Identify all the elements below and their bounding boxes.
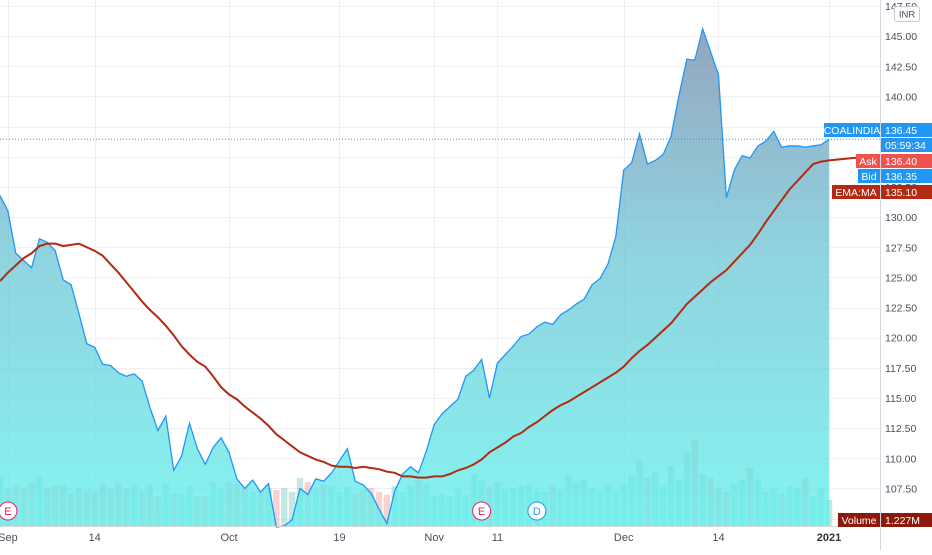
ema-tag-value-bg	[881, 185, 932, 199]
currency-badge-label: INR	[899, 10, 916, 21]
price-area-fill	[0, 28, 829, 528]
x-tick-label: Dec	[614, 532, 634, 544]
volume-bar	[273, 490, 280, 526]
event-marker-letter: E	[4, 506, 11, 518]
volume-bar	[280, 488, 288, 526]
ema-tag-value: 135.10	[885, 187, 917, 199]
ask-tag-value-bg	[881, 154, 932, 168]
ema-line-path	[0, 154, 879, 479]
y-tick-label: 125.00	[885, 272, 917, 284]
y-tick-label: 145.00	[885, 31, 917, 43]
y-tick-label: 110.00	[885, 453, 916, 465]
volume-bar	[288, 492, 296, 526]
event-marker-circle	[0, 501, 18, 521]
volume-tag-value-bg	[881, 513, 932, 527]
volume-tag-label: Volume	[841, 515, 876, 527]
ask-tag-value: 136.40	[885, 156, 917, 168]
symbol-tag-value: 136.45	[885, 125, 917, 137]
event-marker[interactable]: E	[0, 501, 18, 521]
symbol-tag-value-bg	[881, 123, 932, 137]
y-tick-label: 117.50	[885, 363, 916, 375]
price-area	[0, 26, 830, 528]
y-tick-label: 130.00	[885, 212, 917, 224]
bid-tag-label-bg	[858, 169, 880, 183]
symbol-tag-label-bg	[824, 123, 880, 137]
x-tick-label: 14	[712, 532, 724, 544]
y-tick-label: 112.50	[885, 423, 916, 435]
volume-tag-label-bg	[838, 513, 880, 527]
currency-badge[interactable]: INR	[894, 6, 920, 22]
x-tick-label: 14	[89, 532, 101, 544]
y-tick-label: 122.50	[885, 303, 917, 315]
y-tick-label: 107.50	[885, 484, 917, 496]
event-marker-circle	[527, 501, 547, 521]
bid-tag-label: Bid	[861, 171, 876, 183]
event-marker-circle	[472, 501, 492, 521]
x-tick-label: 11	[492, 532, 503, 544]
y-tick-label: 142.50	[885, 61, 917, 73]
bid-tag-value-bg	[881, 169, 932, 183]
x-tick-label: Sep	[0, 532, 18, 544]
y-tick-label: 127.50	[885, 242, 917, 254]
y-tick-label: 115.00	[885, 393, 916, 405]
countdown-tag-value: 05:59:34	[885, 140, 926, 152]
x-tick-label: Oct	[220, 532, 237, 544]
event-marker[interactable]: E	[472, 501, 492, 521]
price-line	[0, 26, 830, 528]
x-tick-label: 19	[333, 532, 345, 544]
price-tags: COALINDIA 136.45 05:59:34 Ask 136.40 Bid 136.3…	[824, 123, 932, 527]
volume-bar	[383, 495, 391, 526]
time-axis[interactable]: Sep 14 Oct 19 Nov 11 Dec 14 2021	[0, 532, 841, 544]
symbol-tag-label: COALINDIA	[824, 125, 881, 137]
ema-tag-label-bg	[832, 185, 880, 199]
ema-line	[0, 154, 879, 479]
event-marker[interactable]: D	[527, 501, 547, 521]
event-marker-letter: D	[533, 506, 541, 518]
volume-tag-value: 1.227M	[885, 515, 920, 527]
x-tick-label: 2021	[817, 532, 841, 544]
x-tick-label: Nov	[424, 532, 444, 544]
bid-tag-value: 136.35	[885, 171, 917, 183]
ema-tag-label: EMA:MA	[835, 187, 876, 199]
price-axis[interactable]: 147.50145.00142.50140.00137.50135.00132.…	[885, 1, 917, 526]
ask-tag-label: Ask	[859, 156, 877, 168]
event-marker-letter: E	[478, 506, 485, 518]
y-tick-label: 120.00	[885, 333, 917, 345]
volume-tag: Volume 1.227M	[838, 513, 932, 527]
y-tick-label: 140.00	[885, 92, 917, 104]
countdown-tag-value-bg	[881, 138, 932, 152]
ask-tag-label-bg	[856, 154, 880, 168]
